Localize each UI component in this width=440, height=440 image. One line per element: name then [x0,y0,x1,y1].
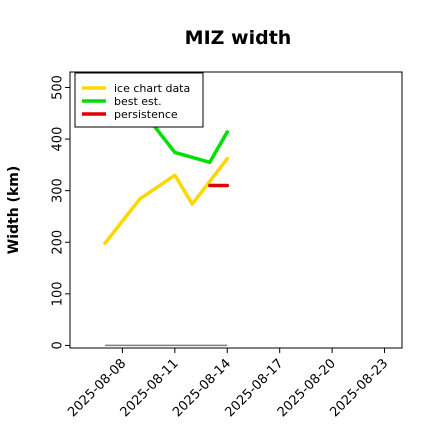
y-tick-label: 400 [51,127,66,152]
legend-label: best est. [114,95,162,108]
legend-label: ice chart data [114,82,190,95]
chart-title: MIZ width [185,27,292,49]
plot-frame [69,71,403,349]
y-tick-label: 200 [51,230,66,255]
y-tick-label: 100 [51,281,66,306]
y-tick-label: 500 [51,75,66,100]
plot-area [103,105,230,347]
legend-label: persistence [114,108,178,121]
series-line-1 [138,105,230,165]
y-axis-label: Width (km) [6,166,22,255]
y-tick-label: 300 [51,178,66,203]
series-line-0 [103,156,230,246]
y-tick-label: 0 [51,341,66,349]
